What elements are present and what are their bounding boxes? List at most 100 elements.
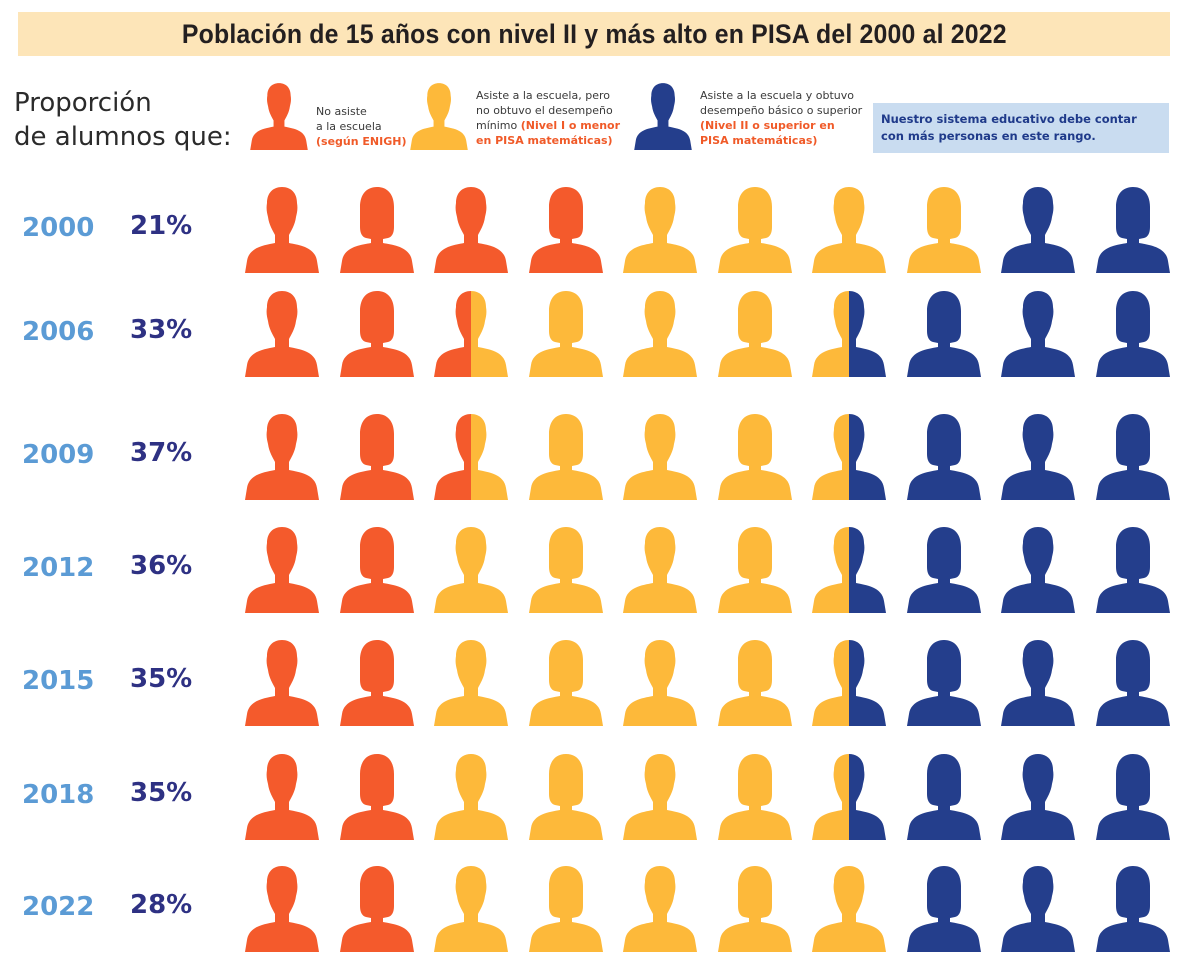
male-person-icon — [812, 866, 886, 952]
proportion-label-line1: Proporción — [14, 88, 152, 118]
row-percentage-label: 21% — [130, 211, 193, 241]
female-person-icon — [339, 187, 414, 273]
person-icon-left-half — [906, 527, 981, 613]
person-icon-left-half — [528, 527, 603, 613]
male-person-icon — [812, 187, 886, 273]
female-person-icon — [528, 754, 603, 840]
person-icon-left-half — [906, 754, 981, 840]
male-person-icon — [812, 291, 886, 377]
row-percentage-label: 36% — [130, 551, 193, 581]
person-icon-left-half — [434, 527, 508, 613]
person-icon-left-half — [906, 866, 981, 952]
legend-item-level2-plus: Asiste a la escuela y obtuvo desempeño b… — [632, 80, 865, 150]
person-icon-left-half — [1095, 187, 1170, 273]
male-person-icon — [250, 83, 308, 150]
male-person-icon — [245, 754, 319, 840]
female-person-icon — [1095, 291, 1170, 377]
person-icon-left-half — [528, 187, 603, 273]
legend-highlight: (según ENIGH) — [316, 135, 407, 148]
female-person-icon — [906, 187, 981, 273]
person-icon-left-half — [1001, 640, 1075, 726]
male-person-icon — [623, 187, 697, 273]
male-person-icon — [434, 187, 508, 273]
legend-line: no obtuvo el desempeño — [476, 104, 613, 117]
female-person-icon — [528, 414, 603, 500]
female-person-icon — [528, 640, 603, 726]
row-year-label: 2000 — [22, 213, 95, 243]
male-person-icon — [623, 754, 697, 840]
person-icon-left-half — [906, 640, 981, 726]
female-person-icon — [717, 187, 792, 273]
legend-line: Asiste a la escuela y obtuvo — [700, 89, 854, 102]
person-icon-left-half — [339, 414, 414, 500]
female-person-icon — [906, 866, 981, 952]
person-icon-left-half — [623, 187, 697, 273]
female-person-icon — [906, 527, 981, 613]
female-person-icon — [339, 640, 414, 726]
proportion-label-line2: de alumnos que: — [14, 122, 232, 152]
female-person-icon — [339, 866, 414, 952]
male-person-icon — [245, 640, 319, 726]
row-percentage-label: 37% — [130, 438, 193, 468]
male-person-icon — [623, 291, 697, 377]
male-person-icon — [245, 187, 319, 273]
male-person-icon — [1001, 527, 1075, 613]
legend-line: desempeño básico o superior — [700, 104, 863, 117]
female-person-icon — [1095, 640, 1170, 726]
person-icon-left-half — [528, 414, 603, 500]
person-icon-left-half — [906, 291, 981, 377]
person-icon-left-half — [339, 291, 414, 377]
female-person-icon — [339, 754, 414, 840]
person-icon-left-half — [434, 187, 508, 273]
legend-line: No asiste — [316, 105, 367, 118]
female-person-icon — [528, 291, 603, 377]
person-icon-left-half — [623, 640, 697, 726]
person-icon-left-half — [245, 754, 319, 840]
male-person-icon — [812, 754, 886, 840]
person-icon-left-half — [1001, 187, 1075, 273]
female-person-icon — [906, 754, 981, 840]
person-icon-left-half — [339, 754, 414, 840]
person-icon-left-half — [1001, 414, 1075, 500]
legend-text-no-attend: No asiste a la escuela (según ENIGH) — [316, 104, 406, 149]
male-person-icon — [1001, 754, 1075, 840]
person-icon-left-half — [245, 640, 319, 726]
male-person-icon — [623, 640, 697, 726]
person-icon-left-half — [245, 291, 319, 377]
female-person-icon — [1095, 414, 1170, 500]
male-person-icon — [434, 640, 508, 726]
person-icon-left-half — [1001, 527, 1075, 613]
person-icon-left-half — [245, 187, 319, 273]
person-icon-left-half — [1095, 414, 1170, 500]
person-icon-left-half — [434, 640, 508, 726]
person-icon-left-half — [528, 640, 603, 726]
male-person-icon — [434, 527, 508, 613]
person-icon-left-half — [434, 754, 508, 840]
row-year-label: 2015 — [22, 666, 95, 696]
person-icon-left-half — [1001, 754, 1075, 840]
legend-highlight: (Nivel I o menor en PISA matemáticas) — [476, 119, 621, 147]
person-icon-left-half — [528, 291, 603, 377]
male-person-icon — [1001, 866, 1075, 952]
male-person-icon — [812, 527, 886, 613]
row-percentage-label: 35% — [130, 778, 193, 808]
male-person-icon — [434, 866, 508, 952]
row-percentage-label: 35% — [130, 664, 193, 694]
female-person-icon — [1095, 866, 1170, 952]
person-icon-left-half — [245, 414, 319, 500]
legend-line: mínimo — [476, 119, 518, 132]
person-icon-left-half — [1001, 291, 1075, 377]
person-icon-left-half — [1095, 527, 1170, 613]
person-icon-left-half — [812, 187, 886, 273]
title-bar: Población de 15 años con nivel II y más … — [18, 12, 1170, 56]
note-box: Nuestro sistema educativo debe contar co… — [873, 103, 1169, 153]
male-person-icon — [812, 414, 886, 500]
row-year-label: 2006 — [22, 317, 95, 347]
male-person-icon — [1001, 640, 1075, 726]
male-person-icon — [623, 866, 697, 952]
person-icon-left-half — [339, 187, 414, 273]
male-person-icon — [410, 83, 468, 150]
legend-highlight: (Nivel II o superior en PISA matemáticas… — [700, 119, 835, 147]
person-icon-left-half — [1095, 866, 1170, 952]
male-person-icon — [634, 83, 692, 150]
